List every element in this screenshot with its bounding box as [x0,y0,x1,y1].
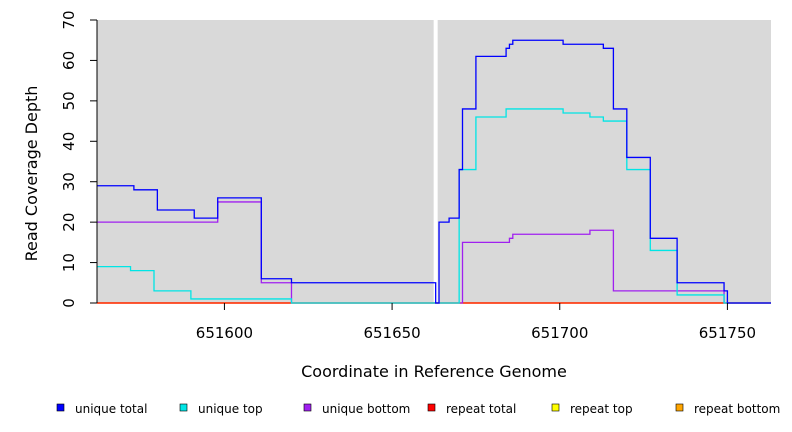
y-tick-label: 20 [60,213,78,232]
series-line-unique-top [97,108,771,304]
y-tick-label: 30 [60,172,78,191]
x-tick-label: 651600 [196,324,253,342]
legend-label-repeat-top: repeat top [570,402,633,416]
x-axis-title: Coordinate in Reference Genome [301,362,567,381]
y-tick-label: 60 [60,51,78,70]
legend-swatch-repeat-bottom [675,403,684,412]
series-layer [97,39,771,304]
y-tick-label: 10 [60,253,78,272]
legend-swatch-unique-top [179,403,188,412]
legend-label-repeat-total: repeat total [446,402,516,416]
y-tick-label: 50 [60,91,78,110]
x-tick-label: 651650 [363,324,420,342]
legend-swatch-unique-total [56,403,65,412]
legend-label-repeat-bottom: repeat bottom [694,402,780,416]
legend-label-unique-top: unique top [198,402,263,416]
y-axis-title: Read Coverage Depth [22,86,41,262]
x-tick-label: 651750 [699,324,756,342]
series-line-unique-total [97,39,771,304]
legend: unique total unique top unique bottom repea… [56,402,780,416]
legend-swatch-repeat-top [551,403,560,412]
legend-label-unique-total: unique total [75,402,147,416]
y-tick-label: 0 [60,298,78,308]
x-tick-label: 651700 [531,324,588,342]
y-tick-label: 40 [60,132,78,151]
y-tick-label: 70 [60,10,78,29]
axis-layer: 0 10 20 30 40 50 60 70 651600 651650 651700 651750 [60,10,756,342]
legend-swatch-repeat-total [427,403,436,412]
legend-label-unique-bottom: unique bottom [322,402,410,416]
legend-swatch-unique-bottom [303,403,312,412]
